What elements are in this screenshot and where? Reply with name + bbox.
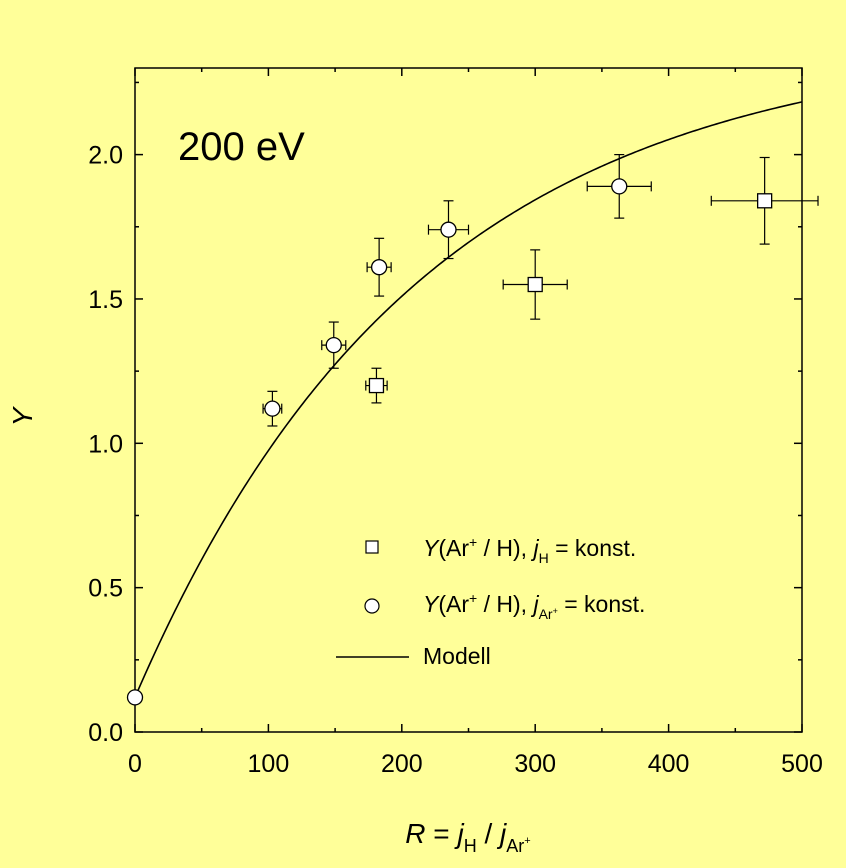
legend-entry-square: Y(Ar+ / H), jH = konst.	[423, 534, 636, 566]
x-axis-title-sub-ar: Ar	[506, 836, 524, 856]
y-axis-title: Y	[7, 405, 38, 426]
y-tick-label: 1.5	[88, 286, 123, 314]
y-tick-label: 1.0	[88, 430, 123, 458]
legend-circle-subsup: +	[553, 606, 558, 616]
model-curve	[134, 101, 803, 698]
legend-square-text2: / H),	[477, 535, 533, 561]
data-point-square	[756, 193, 773, 209]
data-point-circle	[126, 689, 144, 706]
data-point-circle	[264, 400, 281, 417]
plot-frame	[134, 67, 803, 733]
x-axis-title-sub-h: H	[464, 836, 477, 856]
x-axis-title-j2: j	[496, 818, 507, 849]
legend-circle-tail: = konst.	[558, 591, 646, 617]
x-axis-title-var: R	[405, 818, 425, 849]
legend-entry-circle: Y(Ar+ / H), jAr+ = konst.	[423, 590, 645, 622]
legend-circle-text2: / H),	[477, 591, 533, 617]
legend-square-sub: H	[539, 550, 549, 566]
legend-square-j: j	[530, 535, 539, 561]
data-markers	[126, 178, 773, 706]
x-tick-label: 0	[128, 750, 142, 778]
axis-ticks	[134, 68, 803, 733]
legend-square-tail: = konst.	[549, 535, 637, 561]
legend: Y(Ar+ / H), jH = konst. Y(Ar+ / H), jAr+…	[336, 534, 645, 669]
x-tick-label: 200	[381, 750, 423, 778]
x-tick-labels: 0 100 200 300 400 500	[128, 750, 823, 778]
x-tick-label: 500	[781, 750, 823, 778]
y-tick-label: 0.5	[88, 575, 123, 603]
y-tick-labels: 0.0 0.5 1.0 1.5 2.0	[88, 142, 123, 747]
legend-circle-j: j	[530, 591, 539, 617]
x-axis-title: R = jH / jAr+	[405, 818, 530, 856]
legend-circle-sup: +	[469, 590, 477, 606]
y-tick-label: 0.0	[88, 719, 123, 747]
legend-entry-model: Modell	[423, 643, 491, 669]
x-tick-label: 400	[648, 750, 690, 778]
x-axis-title-slash: /	[477, 818, 500, 849]
legend-circle-pre: Y	[423, 591, 440, 617]
legend-square-marker	[365, 540, 379, 554]
legend-square-sup: +	[469, 534, 477, 550]
data-point-square	[368, 377, 385, 394]
legend-circle-sub: Ar	[539, 606, 553, 622]
data-point-circle	[370, 259, 388, 276]
x-tick-label: 100	[248, 750, 290, 778]
data-point-circle	[325, 336, 342, 354]
legend-circle-text1: (Ar	[438, 591, 469, 617]
x-axis-title-sup-plus: +	[524, 835, 530, 847]
data-point-circle	[440, 221, 457, 238]
data-point-circle	[611, 178, 628, 195]
y-tick-label: 2.0	[88, 142, 123, 170]
legend-square-pre: Y	[423, 535, 440, 561]
x-axis-title-j: j	[453, 818, 464, 849]
data-point-square	[527, 276, 543, 293]
legend-square-text1: (Ar	[438, 535, 469, 561]
x-axis-title-eq: =	[426, 818, 458, 849]
legend-circle-marker	[364, 598, 380, 614]
energy-annotation: 200 eV	[178, 125, 305, 169]
x-tick-label: 300	[514, 750, 556, 778]
